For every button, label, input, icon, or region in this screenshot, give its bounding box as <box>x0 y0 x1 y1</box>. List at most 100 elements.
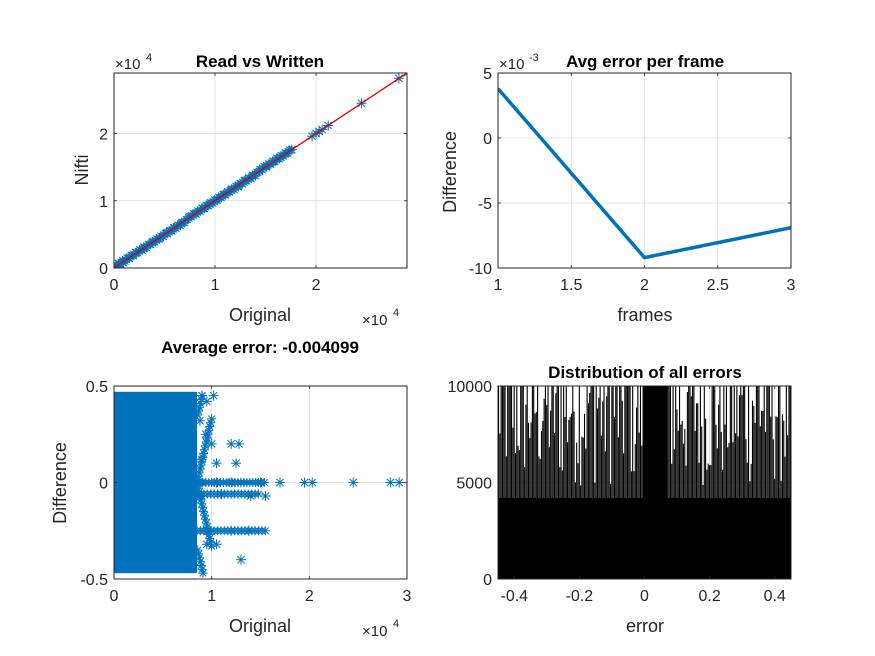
ax3-scatter-point-stroke <box>235 439 243 448</box>
ax4-hist-bar <box>638 432 640 499</box>
ax4-hist-bar <box>720 431 722 499</box>
ax3-scatter-point-stroke <box>261 492 270 500</box>
ax4-hist-bar <box>565 386 567 499</box>
ax4-hist-bar <box>617 437 619 499</box>
ax3-scatter-point-stroke <box>195 550 203 558</box>
ax4-hist-bar <box>624 386 626 499</box>
ax2-ytick-label: 5 <box>483 66 492 83</box>
ax3-x-exponent-base: ×10 <box>362 623 387 640</box>
ax4-hist-bar <box>612 386 614 499</box>
ax4-hist-bar <box>500 386 502 499</box>
ax4-hist-bar <box>577 463 579 499</box>
ax4-hist-bar <box>504 386 506 499</box>
ax4-hist-bar <box>710 464 712 499</box>
ax4-xtick-label: 0.4 <box>764 588 786 605</box>
ax3-scatter-point-stroke <box>246 492 255 500</box>
ax1-x-exponent: ×10 4 <box>362 307 399 329</box>
ax3-scatter-point <box>275 477 286 488</box>
ax3-scatter-point <box>234 438 245 449</box>
ax4-hist-bar <box>563 386 565 499</box>
ax3-scatter-point-stroke <box>386 478 395 487</box>
ax3-xlabel: Original <box>229 616 291 636</box>
ax4-hist-bar <box>669 386 671 499</box>
ax4-hist-bar <box>553 432 556 499</box>
ax2-series-line <box>498 87 791 260</box>
ax2-xtick-label: 1.5 <box>560 277 582 294</box>
ax3-scatter-point <box>226 525 237 536</box>
ax2-plot-area <box>498 87 791 260</box>
ax3-scatter-point-stroke <box>206 534 214 543</box>
ax3-scatter-point <box>201 396 212 407</box>
ax4-ytick-label: 0 <box>483 572 492 589</box>
ax3-scatter-point-stroke <box>200 507 208 516</box>
ax3-scatter-point-stroke <box>196 558 204 566</box>
ax3-scatter-point <box>206 438 217 449</box>
ax3-scatter-point <box>254 489 264 499</box>
ax4-hist-bar <box>671 463 673 499</box>
ax4-hist-bar <box>776 417 778 499</box>
ax3-scatter-point-stroke <box>209 391 218 400</box>
ax3-scatter-point-stroke <box>200 511 209 519</box>
ax4-hist-bar <box>772 439 774 499</box>
ax4-hist-bar <box>679 386 681 499</box>
ax4-hist-bar <box>583 413 586 499</box>
ax4-hist-bar <box>596 408 599 499</box>
subplot-avg-error-per-frame: 1 1.5 2 2.5 3 -10 -5 0 5 Avg error per frame fra… <box>440 52 796 325</box>
ax3-scatter-point <box>235 477 246 488</box>
ax4-hist-bar <box>715 424 717 499</box>
ax3-scatter-point <box>216 489 227 500</box>
ax4-hist-bar <box>634 444 636 499</box>
ax3-scatter-point-stroke <box>276 478 284 487</box>
ax3-scatter-point-stroke <box>207 439 216 448</box>
ax3-scatter-point-stroke <box>237 478 245 487</box>
ax4-hist-bar <box>625 386 627 499</box>
ax3-scatter-point-stroke <box>198 565 206 573</box>
ax4-hist-bar <box>632 386 634 499</box>
ax3-scatter-point-stroke <box>197 455 206 464</box>
ax4-hist-bar <box>602 401 604 499</box>
ax4-hist-bar <box>530 422 532 499</box>
ax4-hist-bar <box>626 386 629 499</box>
ax4-hist-bar <box>591 386 593 499</box>
ax3-scatter-point-stroke <box>207 415 216 423</box>
ax4-plot-area <box>498 386 791 579</box>
ax4-hist-bar <box>520 386 522 499</box>
ax4-hist-bar <box>735 433 737 499</box>
ax4-hist-bar <box>716 448 718 499</box>
ax4-hist-bar <box>512 427 514 499</box>
ax4-xtick-label: 0.2 <box>698 588 720 605</box>
ax4-hist-bar <box>615 386 617 499</box>
ax3-scatter-point <box>196 390 207 401</box>
ax4-hist-bar <box>604 451 606 499</box>
ax2-ytick-label: -10 <box>469 261 492 278</box>
ax3-scatter-point <box>226 477 237 488</box>
ax4-hist-bar <box>526 386 528 499</box>
ax1-ylabel: Nifti <box>72 155 92 186</box>
ax3-scatter-point <box>201 525 212 536</box>
ax4-hist-bar <box>639 386 642 499</box>
ax2-y-exponent-power: -3 <box>529 52 539 64</box>
ax4-hist-bar <box>539 458 541 499</box>
ax4-hist-bar <box>733 386 735 499</box>
ax4-hist-bar <box>607 386 609 499</box>
ax4-hist-bar <box>542 420 544 499</box>
ax4-hist-bar <box>531 386 533 499</box>
ax4-hist-bar <box>684 428 686 499</box>
ax2-ticks: 1 1.5 2 2.5 3 -10 -5 0 5 <box>469 66 796 294</box>
ax4-hist-bar <box>564 416 566 499</box>
ax4-hist-bar <box>789 386 791 499</box>
ax4-hist-bar <box>676 409 678 499</box>
ax4-hist-bar <box>619 386 621 499</box>
ax4-hist-bar <box>525 404 527 499</box>
ax3-scatter-point <box>196 477 207 488</box>
ax4-hist-bar <box>736 386 738 499</box>
ax4-hist-bar <box>598 397 600 499</box>
ax4-hist-bar <box>784 456 786 499</box>
ax1-ytick-label: 1 <box>99 194 108 211</box>
ax3-scatter-point-stroke <box>202 397 211 406</box>
ax4-hist-bar <box>560 386 562 499</box>
ax4-ytick-label: 10000 <box>448 379 493 396</box>
ax4-hist-bar <box>692 386 694 499</box>
ax3-scatter-point <box>211 458 222 469</box>
